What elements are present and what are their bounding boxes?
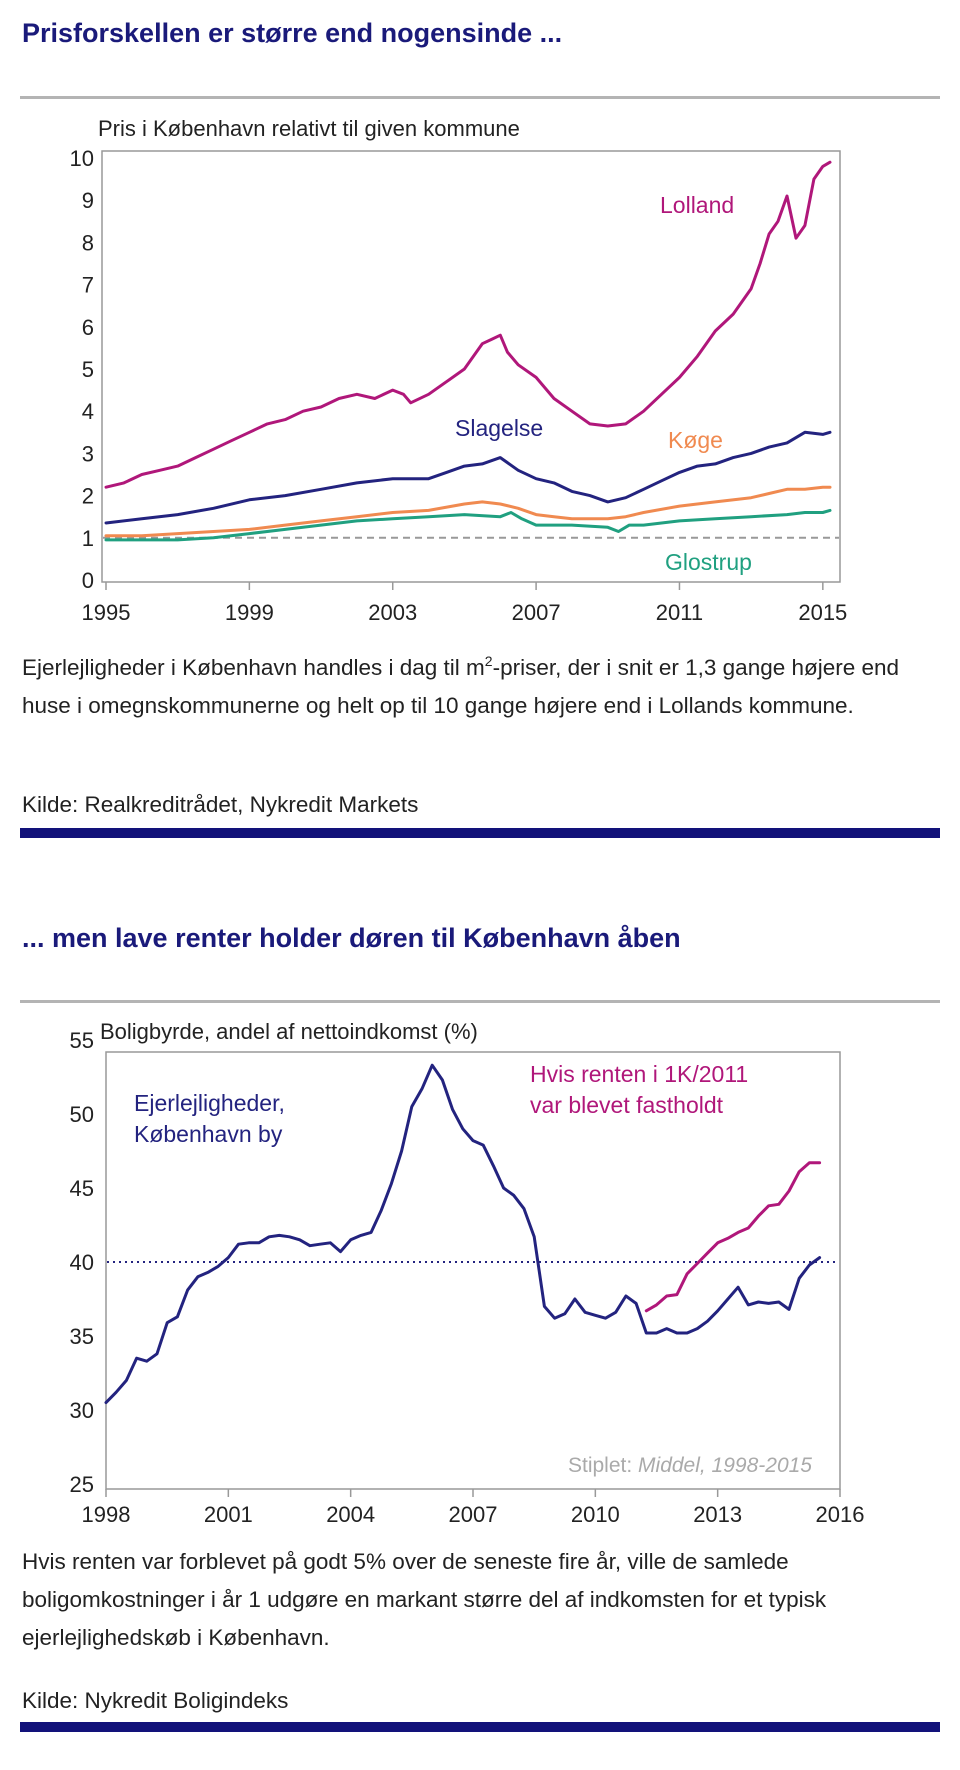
chart1-ytick-label: 4: [82, 399, 94, 424]
chart1-ytick-label: 0: [82, 568, 94, 593]
chart1-xtick-label: 2007: [512, 600, 561, 625]
label-ejerlejligheder-line1: Ejerlejligheder,: [134, 1090, 285, 1116]
chart1-ytick-label: 7: [82, 273, 94, 298]
chart2-note: Stiplet: Middel, 1998-2015: [568, 1454, 812, 1477]
label-lolland: Lolland: [660, 192, 734, 218]
chart2-ytick-label: 40: [70, 1250, 94, 1275]
chart2-xtick-label: 2007: [449, 1502, 498, 1527]
chart1-ytick-label: 2: [82, 484, 94, 509]
chart2-ytick-label: 45: [70, 1176, 94, 1201]
chart1-xtick-label: 2015: [798, 600, 847, 625]
section1-source: Kilde: Realkreditrådet, Nykredit Markets: [22, 792, 419, 817]
section2-heading: ... men lave renter holder døren til Køb…: [22, 923, 681, 953]
chart2-xtick-label: 1998: [82, 1502, 131, 1527]
chart1-xtick-label: 1999: [225, 600, 274, 625]
chart1-ytick-label: 8: [82, 230, 94, 255]
chart1-ytick-label: 1: [82, 526, 94, 551]
series-line-slagelse: [104, 430, 832, 525]
chart2-title: Boligbyrde, andel af nettoindkomst (%): [100, 1019, 478, 1044]
chart2-plot-area: [105, 1051, 841, 1490]
chart1-ytick-label: 3: [82, 441, 94, 466]
chart1-ytick-label: 6: [82, 315, 94, 340]
chart1-title: Pris i København relativt til given komm…: [98, 116, 520, 141]
series-line-ejerlejligheder-københavn-by: [104, 1063, 822, 1405]
chart2-ytick-label: 30: [70, 1398, 94, 1423]
chart2-xtick-label: 2004: [326, 1502, 375, 1527]
section1-text: Ejerlejligheder i København handles i da…: [22, 652, 900, 719]
section2-text: Hvis renten var forblevet på godt 5% ove…: [22, 1549, 827, 1650]
label-slagelse: Slagelse: [455, 415, 543, 441]
chart2-ytick-label: 35: [70, 1324, 94, 1349]
housing-burden-chart: Boligbyrde, andel af nettoindkomst (%) 2…: [70, 1019, 865, 1527]
section1-top-rule: [20, 96, 940, 99]
section2-top-rule: [20, 1000, 940, 1003]
section1-bottom-rule: [20, 828, 940, 838]
label-counterfactual-line1: Hvis renten i 1K/2011: [530, 1061, 748, 1087]
chart2-ytick-label: 50: [70, 1102, 94, 1127]
section2-source: Kilde: Nykredit Boligindeks: [22, 1688, 289, 1713]
chart1-ytick-label: 10: [70, 146, 94, 171]
price-ratio-chart: Pris i København relativt til given komm…: [70, 116, 848, 625]
chart1-xtick-label: 2003: [368, 600, 417, 625]
chart2-xtick-label: 2013: [693, 1502, 742, 1527]
chart1-plot-area: [101, 150, 841, 583]
chart1-ytick-label: 9: [82, 188, 94, 213]
chart2-ytick-label: 25: [70, 1472, 94, 1497]
series-line-køge: [104, 485, 832, 538]
label-ejerlejligheder-line2: København by: [134, 1121, 283, 1147]
chart1-xtick-label: 2011: [656, 600, 703, 625]
section1-heading: Prisforskellen er større end nogensinde …: [22, 18, 563, 48]
label-glostrup: Glostrup: [665, 549, 752, 575]
label-koge: Køge: [668, 427, 723, 453]
chart1-xtick-label: 1995: [82, 600, 131, 625]
chart1-ytick-label: 5: [82, 357, 94, 382]
chart2-xtick-label: 2001: [204, 1502, 253, 1527]
chart2-xtick-label: 2016: [816, 1502, 865, 1527]
chart2-xtick-label: 2010: [571, 1502, 620, 1527]
series-line-hvis-renten-i-1k-2011-var-blevet-fastholdt: [644, 1161, 822, 1313]
section2-bottom-rule: [20, 1722, 940, 1732]
chart2-ytick-label: 55: [70, 1028, 94, 1053]
series-line-glostrup: [104, 508, 832, 542]
series-line-lolland: [104, 160, 832, 489]
label-counterfactual-line2: var blevet fastholdt: [530, 1092, 724, 1118]
